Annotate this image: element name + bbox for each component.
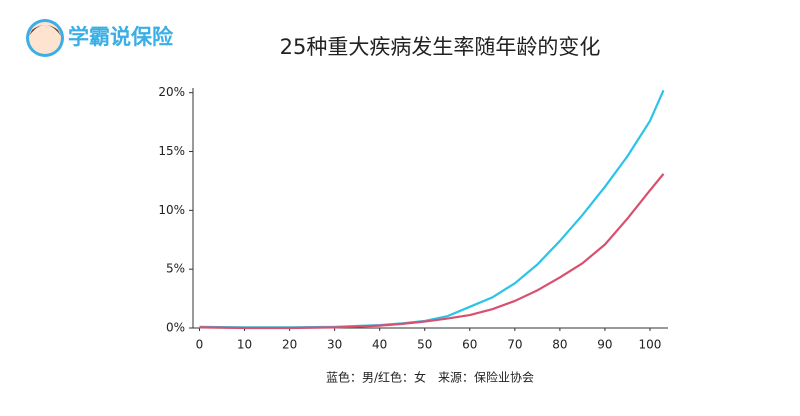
x-tick-label: 0: [196, 338, 204, 352]
y-tick-label: 10%: [158, 203, 185, 217]
x-tick-label: 40: [372, 338, 387, 352]
x-tick-label: 70: [507, 338, 522, 352]
y-tick-label: 0%: [166, 321, 185, 335]
x-tick-label: 100: [639, 338, 662, 352]
x-tick-label: 90: [597, 338, 612, 352]
x-tick-label: 20: [282, 338, 297, 352]
x-tick-label: 30: [327, 338, 342, 352]
x-tick-label: 10: [237, 338, 252, 352]
y-tick-label: 20%: [158, 85, 185, 99]
logo-hair: [29, 25, 61, 36]
brand-logo: 学霸说保险: [26, 19, 174, 57]
x-tick-label: 60: [462, 338, 477, 352]
chart-caption: 蓝色：男/红色：女 来源：保险业协会: [326, 370, 534, 385]
line: [199, 173, 665, 330]
x-tick-label: 50: [417, 338, 432, 352]
brand-name: 学霸说保险: [68, 25, 174, 49]
x-tick-label: 80: [552, 338, 567, 352]
logo-face: [29, 22, 61, 54]
y-tick-label: 15%: [158, 144, 185, 158]
y-tick-label: 5%: [166, 262, 185, 276]
chart-title: 25种重大疾病发生率随年龄的变化: [280, 35, 601, 59]
line: [199, 89, 665, 329]
